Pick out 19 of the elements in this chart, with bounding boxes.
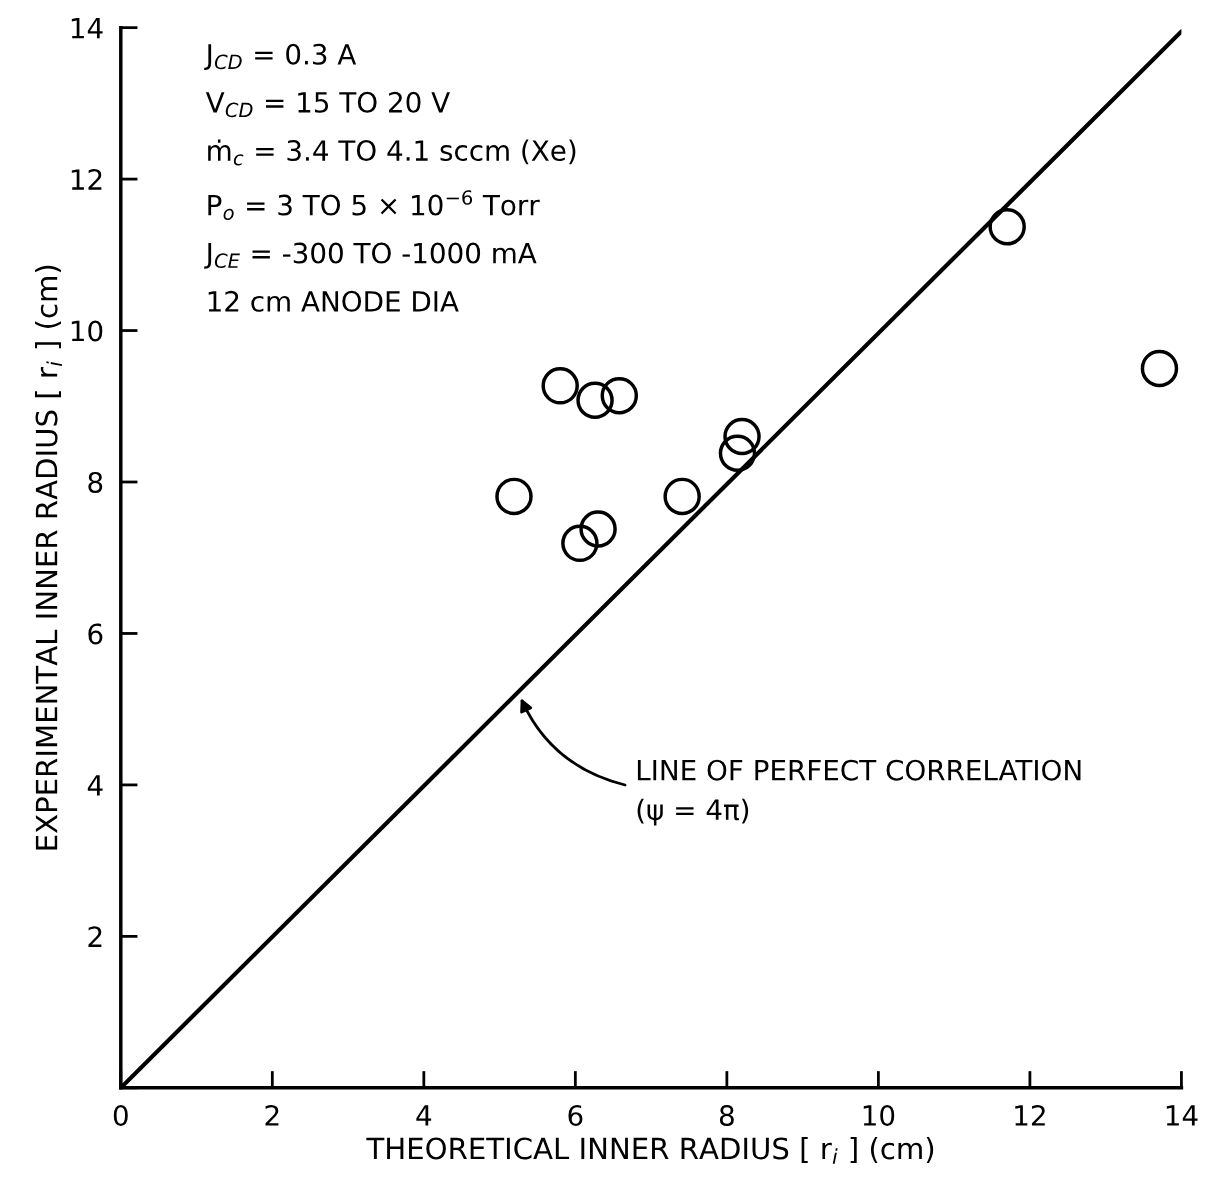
x-tick-label: 4: [416, 1105, 432, 1126]
x-axis-title: THEORETICAL INNER RADIUS [ r$_{i}$ ] (cm): [366, 1136, 934, 1164]
y-axis-title: EXPERIMENTAL INNER RADIUS [ r$_{i}$ ] (cm): [35, 265, 62, 850]
x-tick-label: 8: [719, 1104, 734, 1126]
x-tick-label: 12: [1015, 1104, 1045, 1126]
y-tick-label: 12: [71, 169, 102, 190]
x-tick-label: 14: [1166, 1105, 1198, 1126]
x-tick-label: 10: [863, 1104, 895, 1126]
annotation: LINE OF PERFECT CORRELATION (ψ = 4π): [637, 759, 1081, 826]
x-tick-label: 6: [568, 1104, 583, 1126]
x-tick-label: 2: [265, 1104, 279, 1126]
y-tick-label: 14: [71, 17, 103, 39]
y-tick-label: 6: [88, 623, 103, 645]
y-tick-label: 4: [87, 775, 103, 796]
y-tick-label: 8: [88, 471, 103, 493]
x-tick-label: 0: [113, 1104, 128, 1126]
text: J$_{CD}$ = 0.3 A V$_{CD}$ = 15 TO 20 V ṁ$_{c}$ = 3.4 TO 4.1 sccm (Xe) P$_{o}$ = 3 TO 5 × 10$^{−6}$ Torr J$_{CE}$ = -300 TO -1000 mA 12 cm ANODE DIA: [204, 43, 576, 312]
y-tick-label: 2: [88, 926, 102, 947]
y-tick-label: 10: [71, 320, 103, 342]
